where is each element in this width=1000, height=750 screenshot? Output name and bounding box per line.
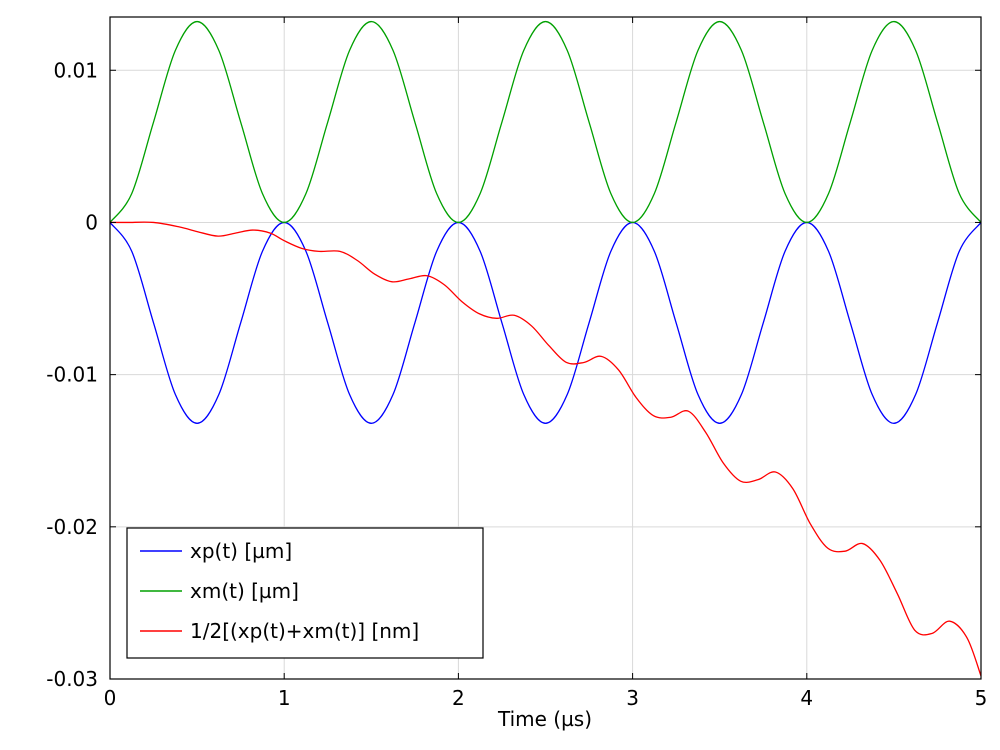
- series-layer: [109, 20, 982, 677]
- series-xm-line: [109, 20, 982, 224]
- legend: xp(t) [µm] xm(t) [µm] 1/2[(xp(t)+xm(t)] …: [126, 527, 484, 659]
- plot-frame: [109, 16, 982, 680]
- x-tick-label-5: 5: [975, 686, 988, 710]
- y-tick-label-3: -0.02: [46, 515, 98, 539]
- y-tick-label-2: -0.01: [46, 363, 98, 387]
- legend-label-average: 1/2[(xp(t)+xm(t)] [nm]: [190, 619, 419, 643]
- y-tick-label-4: -0.03: [46, 667, 98, 691]
- x-tick-label-4: 4: [800, 686, 813, 710]
- series-average-line: [109, 221, 982, 677]
- tick-marks: [109, 17, 982, 680]
- tick-labels: 0 1 2 3 4 5 0.01 0 -0.01 -0.02 -0.03: [46, 58, 987, 710]
- x-tick-label-1: 1: [278, 686, 291, 710]
- x-tick-label-3: 3: [626, 686, 639, 710]
- series-xp-line: [109, 221, 982, 424]
- x-axis-title: Time (µs): [497, 707, 592, 731]
- x-tick-label-2: 2: [452, 686, 465, 710]
- y-tick-label-0: 0.01: [53, 58, 98, 82]
- x-tick-label-0: 0: [104, 686, 117, 710]
- legend-label-xm: xm(t) [µm]: [190, 579, 299, 603]
- legend-box: [126, 527, 484, 659]
- legend-label-xp: xp(t) [µm]: [190, 539, 292, 563]
- y-tick-label-1: 0: [85, 210, 98, 234]
